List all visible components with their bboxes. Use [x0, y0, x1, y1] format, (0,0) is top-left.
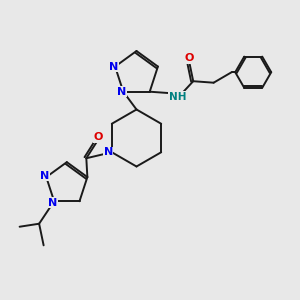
Text: O: O: [94, 132, 103, 142]
Text: N: N: [48, 198, 57, 208]
Text: N: N: [40, 171, 50, 181]
Text: N: N: [117, 87, 126, 97]
Text: N: N: [109, 61, 118, 71]
Text: NH: NH: [169, 92, 186, 102]
Text: N: N: [103, 147, 113, 157]
Text: O: O: [185, 53, 194, 63]
